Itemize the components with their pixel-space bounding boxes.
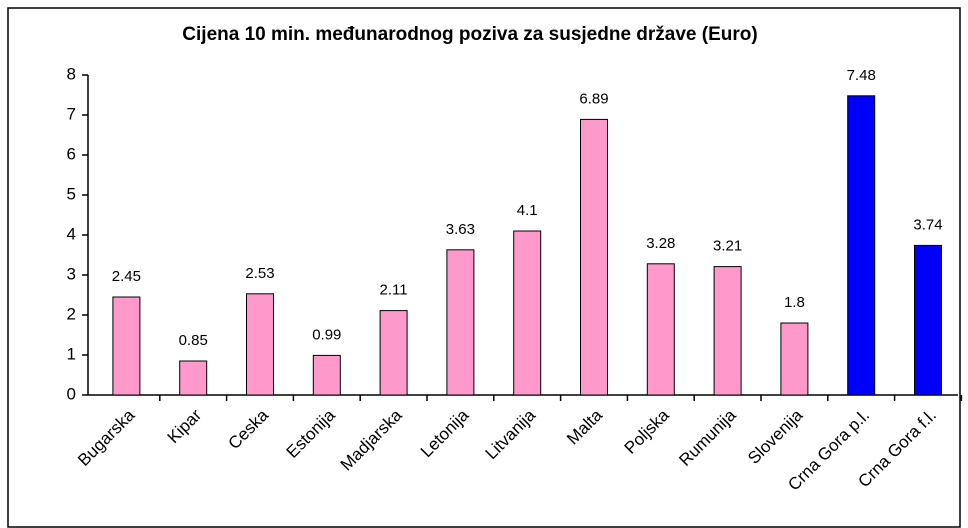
value-label: 0.99 bbox=[312, 326, 341, 343]
value-label: 4.1 bbox=[517, 202, 538, 219]
value-label: 6.89 bbox=[579, 90, 608, 107]
y-tick-label: 0 bbox=[67, 384, 76, 403]
y-tick-label: 1 bbox=[67, 344, 76, 363]
bar bbox=[246, 293, 274, 396]
y-tick-label: 4 bbox=[67, 224, 76, 243]
value-label: 3.21 bbox=[713, 238, 742, 255]
value-label: 2.45 bbox=[112, 268, 141, 285]
chart-border bbox=[7, 7, 961, 528]
value-label: 2.53 bbox=[245, 265, 274, 282]
bar bbox=[580, 118, 608, 396]
value-label: 1.8 bbox=[784, 294, 805, 311]
y-tick-label: 2 bbox=[67, 304, 76, 323]
chart-title: Cijena 10 min. međunarodnog poziva za su… bbox=[182, 24, 757, 45]
bar bbox=[513, 230, 542, 396]
bar bbox=[780, 322, 809, 396]
bar bbox=[847, 95, 876, 396]
y-tick-label: 6 bbox=[67, 144, 76, 163]
y-tick-label: 7 bbox=[67, 104, 76, 123]
bar bbox=[713, 266, 742, 396]
value-label: 3.63 bbox=[446, 221, 475, 238]
value-label: 3.28 bbox=[646, 235, 675, 252]
value-label: 2.11 bbox=[380, 282, 408, 299]
value-label: 7.48 bbox=[847, 67, 876, 84]
y-tick-label: 5 bbox=[67, 184, 76, 203]
bar bbox=[914, 244, 942, 396]
y-tick-label: 3 bbox=[67, 264, 76, 283]
value-label: 3.74 bbox=[913, 216, 942, 233]
bar bbox=[312, 354, 341, 396]
bar bbox=[446, 249, 475, 396]
bar bbox=[379, 310, 408, 396]
bar bbox=[112, 296, 141, 396]
value-label: 0.85 bbox=[179, 332, 208, 349]
bar bbox=[179, 360, 208, 396]
bar bbox=[646, 263, 675, 396]
y-tick-label: 8 bbox=[67, 64, 76, 83]
